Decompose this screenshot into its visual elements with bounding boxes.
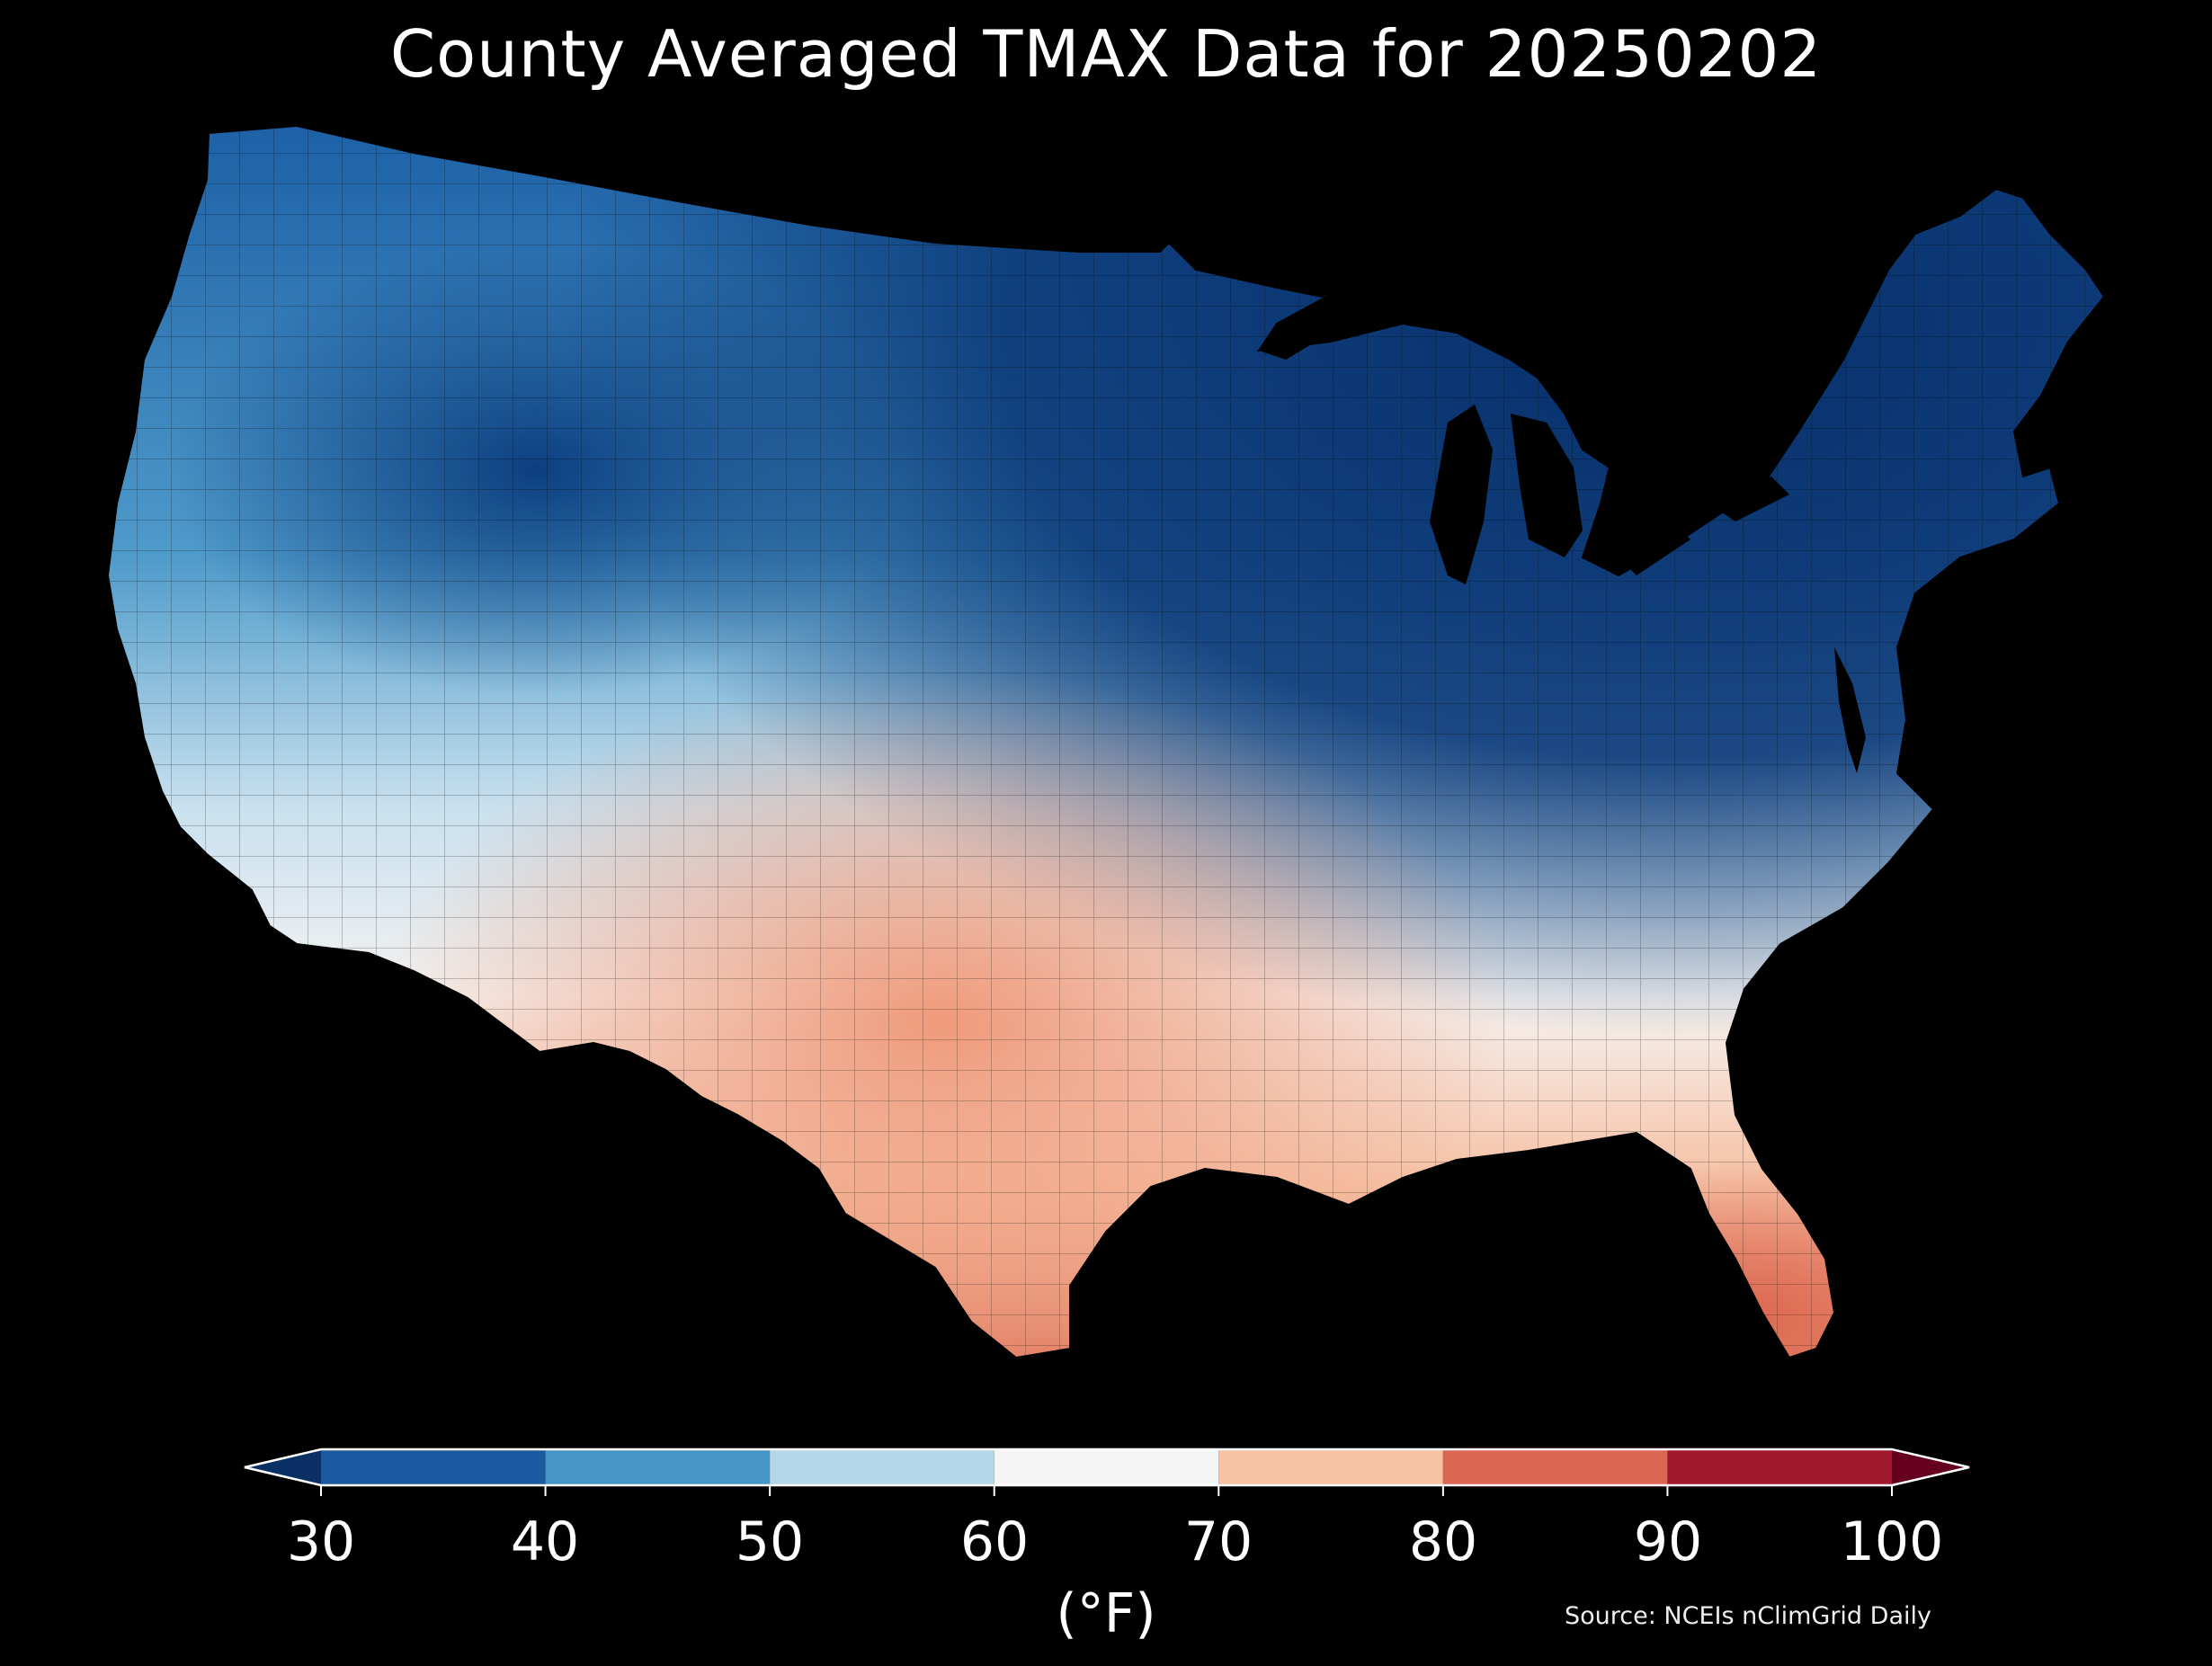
colorbar-unit-label: (°F) [1056, 1582, 1156, 1645]
colorbar-bin-2 [770, 1449, 995, 1485]
map-title: County Averaged TMAX Data for 20250202 [389, 16, 1823, 92]
great-lakes [1259, 288, 1789, 584]
colorbar-under-arrow [245, 1449, 321, 1485]
colorbar-tick-label: 90 [1633, 1510, 1703, 1573]
source-note: Source: NCEIs nClimGrid Daily [1565, 1602, 1931, 1630]
colorbar-bin-0 [321, 1449, 546, 1485]
colorbar-bin-3 [994, 1449, 1219, 1485]
colorbar-bin-4 [1218, 1449, 1443, 1485]
colorbar-bin-1 [545, 1449, 771, 1485]
colorbar-tick-label: 80 [1408, 1510, 1478, 1573]
colorbar-bin-6 [1667, 1449, 1892, 1485]
colorbar-tick-label: 100 [1840, 1510, 1944, 1573]
colorbar-tick-label: 40 [510, 1510, 580, 1573]
colorbar-tick-label: 50 [735, 1510, 805, 1573]
colorbar-over-arrow [1892, 1449, 1969, 1485]
colorbar-tick-label: 70 [1183, 1510, 1253, 1573]
chesapeake-bay [1834, 647, 1866, 773]
colorbar-bin-5 [1442, 1449, 1668, 1485]
colorbar-tick-label: 30 [286, 1510, 356, 1573]
colorbar-tick-label: 60 [959, 1510, 1030, 1573]
